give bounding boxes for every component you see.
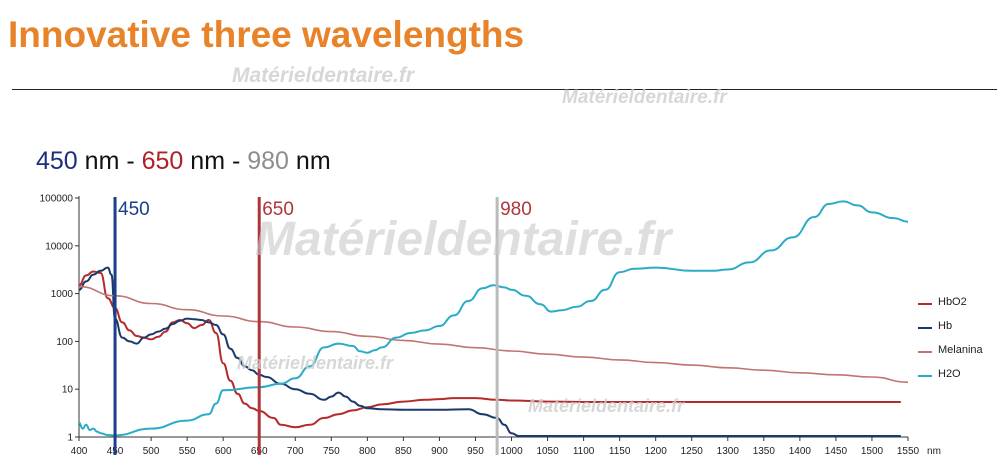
legend-label-h2o: H2O bbox=[938, 368, 961, 380]
x-tick-label: 1200 bbox=[645, 446, 668, 457]
series-line-h2o bbox=[78, 200, 909, 437]
x-tick-label: 1500 bbox=[861, 446, 884, 457]
x-tick-label: 950 bbox=[467, 446, 484, 457]
x-tick-label: 1000 bbox=[500, 446, 523, 457]
x-tick-label: 1550 bbox=[897, 446, 920, 457]
x-tick-label: 700 bbox=[287, 446, 304, 457]
y-tick-label: 100 bbox=[56, 337, 73, 348]
x-tick-label: 1150 bbox=[609, 446, 631, 457]
watermark-1: Matérieldentaire.fr bbox=[232, 64, 415, 87]
x-tick-label: 900 bbox=[431, 446, 448, 457]
series-line-melanina bbox=[78, 285, 909, 383]
x-tick-label: 800 bbox=[359, 446, 376, 457]
y-tick-label: 1 bbox=[67, 433, 73, 444]
marker-label-650: 650 bbox=[262, 199, 294, 220]
wavelength-450-label: 450 bbox=[36, 147, 78, 175]
wavelength-unit: nm bbox=[288, 147, 331, 175]
x-tick-label: 500 bbox=[143, 446, 160, 457]
x-tick-label: 850 bbox=[395, 446, 412, 457]
wavelength-separator-1: nm - bbox=[77, 147, 142, 175]
marker-label-450: 450 bbox=[118, 199, 150, 220]
watermark-3: Matérieldentaire.fr bbox=[255, 213, 672, 266]
x-tick-label: 400 bbox=[71, 446, 88, 457]
legend-label-hbo2: HbO2 bbox=[938, 296, 967, 308]
wavelength-heading: 450 nm - 650 nm - 980 nm bbox=[36, 147, 331, 176]
x-tick-label: 600 bbox=[215, 446, 232, 457]
x-tick-label: 1300 bbox=[717, 446, 740, 457]
series-line-hbo2 bbox=[78, 270, 901, 429]
legend-swatch-h2o bbox=[918, 375, 932, 377]
title-divider bbox=[12, 89, 997, 90]
x-axis-unit-label: nm bbox=[927, 446, 941, 457]
legend-label-melanina: Melanina bbox=[938, 344, 983, 356]
y-tick-label: 10000 bbox=[45, 241, 73, 252]
x-tick-label: 1400 bbox=[789, 446, 812, 457]
page-title: Innovative three wavelengths bbox=[8, 14, 525, 55]
series-line-hb bbox=[78, 266, 901, 438]
x-tick-label: 1050 bbox=[536, 446, 559, 457]
x-tick-label: 550 bbox=[179, 446, 196, 457]
y-tick-label: 10 bbox=[62, 385, 74, 396]
x-tick-label: 1100 bbox=[573, 446, 595, 457]
legend-label-hb: Hb bbox=[938, 320, 953, 332]
x-tick-label: 1250 bbox=[681, 446, 704, 457]
x-tick-label: 1350 bbox=[753, 446, 776, 457]
watermark-2: Matérieldentaire.fr bbox=[562, 87, 727, 108]
legend-swatch-hbo2 bbox=[918, 303, 932, 305]
marker-label-980: 980 bbox=[500, 199, 532, 220]
watermark-4: Matérieldentaire.fr bbox=[237, 353, 394, 373]
wavelength-650-label: 650 bbox=[141, 147, 184, 175]
legend-swatch-melanina bbox=[918, 351, 932, 353]
wavelength-separator-2: nm - bbox=[183, 147, 248, 175]
x-tick-label: 1450 bbox=[825, 446, 848, 457]
x-tick-label: 750 bbox=[323, 446, 340, 457]
watermark-5: Matérieldentaire.fr bbox=[528, 396, 685, 416]
wavelength-980-label: 980 bbox=[247, 147, 289, 175]
y-tick-label: 100000 bbox=[40, 194, 74, 205]
legend-swatch-hb bbox=[918, 327, 932, 329]
y-tick-label: 1000 bbox=[51, 289, 74, 300]
